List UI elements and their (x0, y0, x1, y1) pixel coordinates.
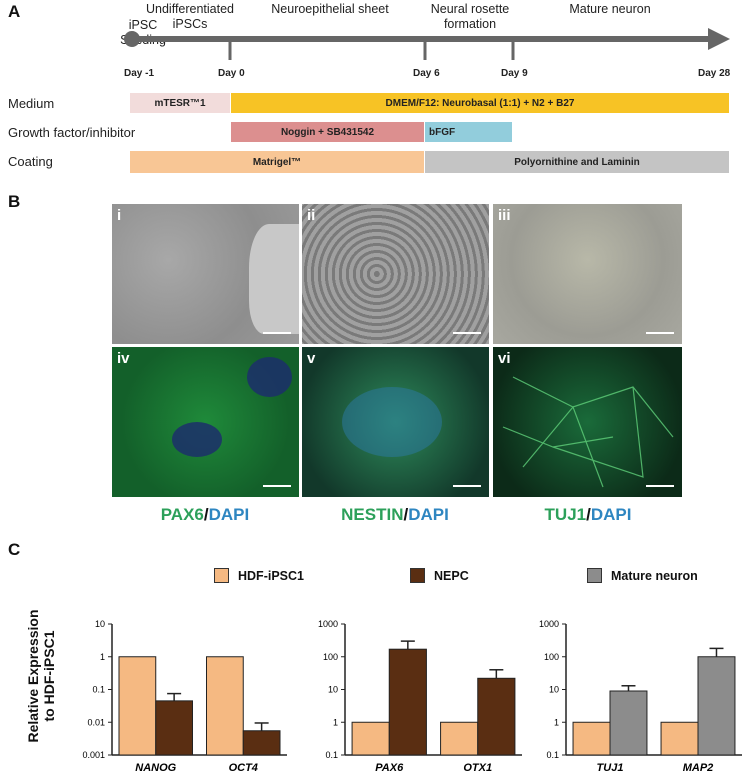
panel-b-letter: B (8, 192, 21, 211)
bar-noggin: Noggin + SB431542 (231, 122, 424, 142)
x-category-label: OTX1 (463, 762, 492, 774)
day-0: Day 0 (218, 68, 245, 79)
bar-mature-neuron-tuj1 (609, 690, 648, 756)
day-6: Day 6 (413, 68, 440, 79)
y-tick-label: 1000 (318, 619, 338, 629)
image-iii-label: iii (498, 207, 511, 224)
y-tick-label: 0.001 (82, 750, 105, 760)
row-coating-label: Coating (8, 154, 53, 169)
stage-rosette-text: Neural rosette formation (430, 2, 510, 31)
image-v-label: v (307, 350, 316, 367)
scale-bar (263, 485, 291, 487)
y-tick-label: 0.01 (87, 717, 105, 727)
day-28: Day 28 (698, 68, 731, 79)
stain-marker: NESTIN (341, 505, 404, 524)
x-category-label: MAP2 (683, 762, 714, 774)
scale-bar (453, 332, 481, 334)
y-tick-label: 0.1 (546, 750, 559, 760)
stain-pax6: PAX6/DAPI (150, 505, 260, 525)
legend-swatch (410, 568, 425, 583)
stage-mature: Mature neuron (569, 2, 651, 16)
bar-polyornithine: Polyornithine and Laminin (425, 151, 729, 173)
bar-mtesr: mTESR™1 (130, 93, 230, 113)
bar-hdf-ipsc1-pax6 (351, 721, 390, 756)
image-i: i (112, 204, 299, 344)
stain-slash: / (586, 505, 591, 524)
image-vi: vi (493, 347, 682, 497)
y-tick-label: 0.1 (325, 750, 338, 760)
y-tick-label: 1 (554, 717, 559, 727)
stage-undifferentiated-text: Undifferentiated iPSCs (145, 2, 235, 31)
day-minus1: Day -1 (124, 68, 155, 79)
bar-hdf-ipsc1-nanog (118, 656, 157, 756)
image-iv: iv (112, 347, 299, 497)
bar-nepc-nanog (155, 700, 193, 756)
day-9: Day 9 (501, 68, 528, 79)
x-category-label: OCT4 (229, 762, 258, 774)
legend-hdf: HDF-iPSC1 (214, 568, 304, 583)
x-category-label: NANOG (135, 762, 176, 774)
image-iv-label: iv (117, 350, 130, 367)
y-tick-label: 10 (549, 685, 559, 695)
bar-nepc-pax6 (388, 648, 427, 756)
scale-bar (263, 332, 291, 334)
image-vi-label: vi (498, 350, 511, 367)
y-tick-label: 1 (100, 652, 105, 662)
scale-bar (646, 332, 674, 334)
neurite-network (502, 376, 674, 488)
bar-nepc-oct4 (242, 730, 281, 756)
y-tick-label: 1000 (539, 619, 559, 629)
stain-marker: PAX6 (160, 505, 204, 524)
image-v: v (302, 347, 489, 497)
legend-mature-label: Mature neuron (611, 568, 698, 583)
legend-mature: Mature neuron (587, 568, 698, 583)
y-tick-label: 1 (333, 717, 338, 727)
stain-slash: / (203, 505, 209, 524)
stain-dapi: DAPI (590, 505, 632, 524)
panel-a-letter: A (8, 2, 21, 21)
bar-hdf-ipsc1-oct4 (206, 656, 244, 756)
stage-undifferentiated: Undifferentiated iPSCs (130, 2, 250, 32)
scale-bar (453, 485, 481, 487)
x-category-label: PAX6 (375, 762, 404, 774)
legend-nepc-label: NEPC (434, 568, 469, 583)
legend-swatch (214, 568, 229, 583)
y-tick-label: 10 (328, 685, 338, 695)
x-category-label: TUJ1 (597, 762, 624, 774)
y-tick-label: 0.1 (92, 685, 105, 695)
stain-marker: TUJ1 (544, 505, 587, 524)
stain-nestin: NESTIN/DAPI (325, 505, 465, 525)
bar-hdf-ipsc1-map2 (660, 721, 699, 756)
row-medium-label: Medium (8, 96, 55, 111)
bar-hdf-ipsc1-otx1 (440, 721, 479, 756)
bar-dmem: DMEM/F12: Neurobasal (1:1) + N2 + B27 (231, 93, 729, 113)
bar-mature-neuron-map2 (697, 656, 736, 756)
image-iii: iii (493, 204, 682, 344)
stain-slash: / (403, 505, 409, 524)
bar-matrigel: Matrigel™ (130, 151, 424, 173)
legend-nepc: NEPC (410, 568, 469, 583)
stage-rosette: Neural rosette formation (415, 2, 525, 32)
image-ii-label: ii (307, 207, 316, 224)
row-growth-label: Growth factor/inhibitor (8, 125, 136, 140)
timeline-arrow (124, 28, 730, 60)
bar-bfgf: bFGF (425, 122, 512, 142)
stage-neuroepithelial: Neuroepithelial sheet (271, 2, 389, 16)
image-i-label: i (117, 207, 122, 224)
legend-swatch (587, 568, 602, 583)
scale-bar (646, 485, 674, 487)
bar-nepc-otx1 (477, 677, 516, 756)
stain-dapi: DAPI (408, 505, 449, 524)
stain-tuj1: TUJ1/DAPI (533, 505, 643, 525)
y-tick-label: 100 (544, 652, 559, 662)
legend-hdf-label: HDF-iPSC1 (238, 568, 304, 583)
panel-c-letter: C (8, 540, 21, 559)
y-tick-label: 10 (95, 619, 105, 629)
y-tick-label: 100 (323, 652, 338, 662)
stain-dapi: DAPI (208, 505, 250, 524)
bar-hdf-ipsc1-tuj1 (572, 721, 611, 756)
image-ii: ii (302, 204, 489, 344)
